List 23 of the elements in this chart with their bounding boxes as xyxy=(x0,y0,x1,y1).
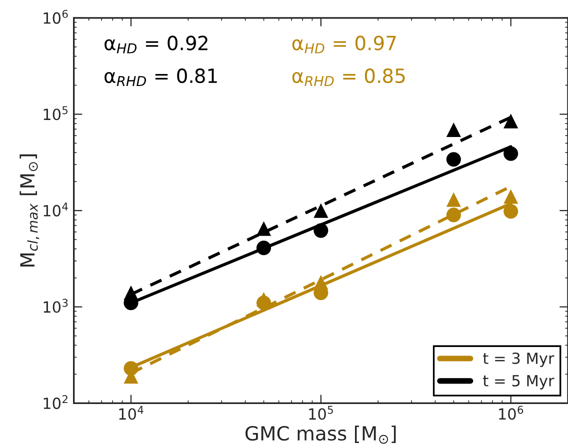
y-tick-label: 10$^{4}$ xyxy=(44,202,68,216)
point xyxy=(504,146,518,161)
y-tick-label: 10$^{6}$ xyxy=(44,10,68,24)
point xyxy=(504,189,518,204)
annotation: α$_{RHD}$ = 0.85 xyxy=(292,68,405,86)
y-tick-label: 10$^{2}$ xyxy=(44,395,68,410)
point xyxy=(124,361,138,376)
point xyxy=(504,204,518,219)
x-axis-title: GMC mass [M$_{⊙}$] xyxy=(245,426,396,444)
annotation: α$_{HD}$ = 0.92 xyxy=(104,36,208,54)
y-axis-title: M$_{cl,max}$ [M$_{⊙}$] xyxy=(20,154,40,266)
x-tick-label: 10$^{5}$ xyxy=(309,406,333,420)
annotation: α$_{RHD}$ = 0.81 xyxy=(104,68,217,86)
y-tick-label: 10$^{5}$ xyxy=(44,106,68,120)
legend-label: t = 3 Myr xyxy=(483,352,554,368)
x-tick-label: 10$^{6}$ xyxy=(499,406,524,420)
y-tick-label: 10$^{3}$ xyxy=(44,298,68,313)
annotation: α$_{HD}$ = 0.97 xyxy=(292,36,396,54)
point xyxy=(504,114,518,128)
point xyxy=(314,223,328,238)
x-tick-label: 10$^{4}$ xyxy=(119,406,144,420)
legend-label: t = 5 Myr xyxy=(483,375,554,390)
point xyxy=(314,203,328,218)
